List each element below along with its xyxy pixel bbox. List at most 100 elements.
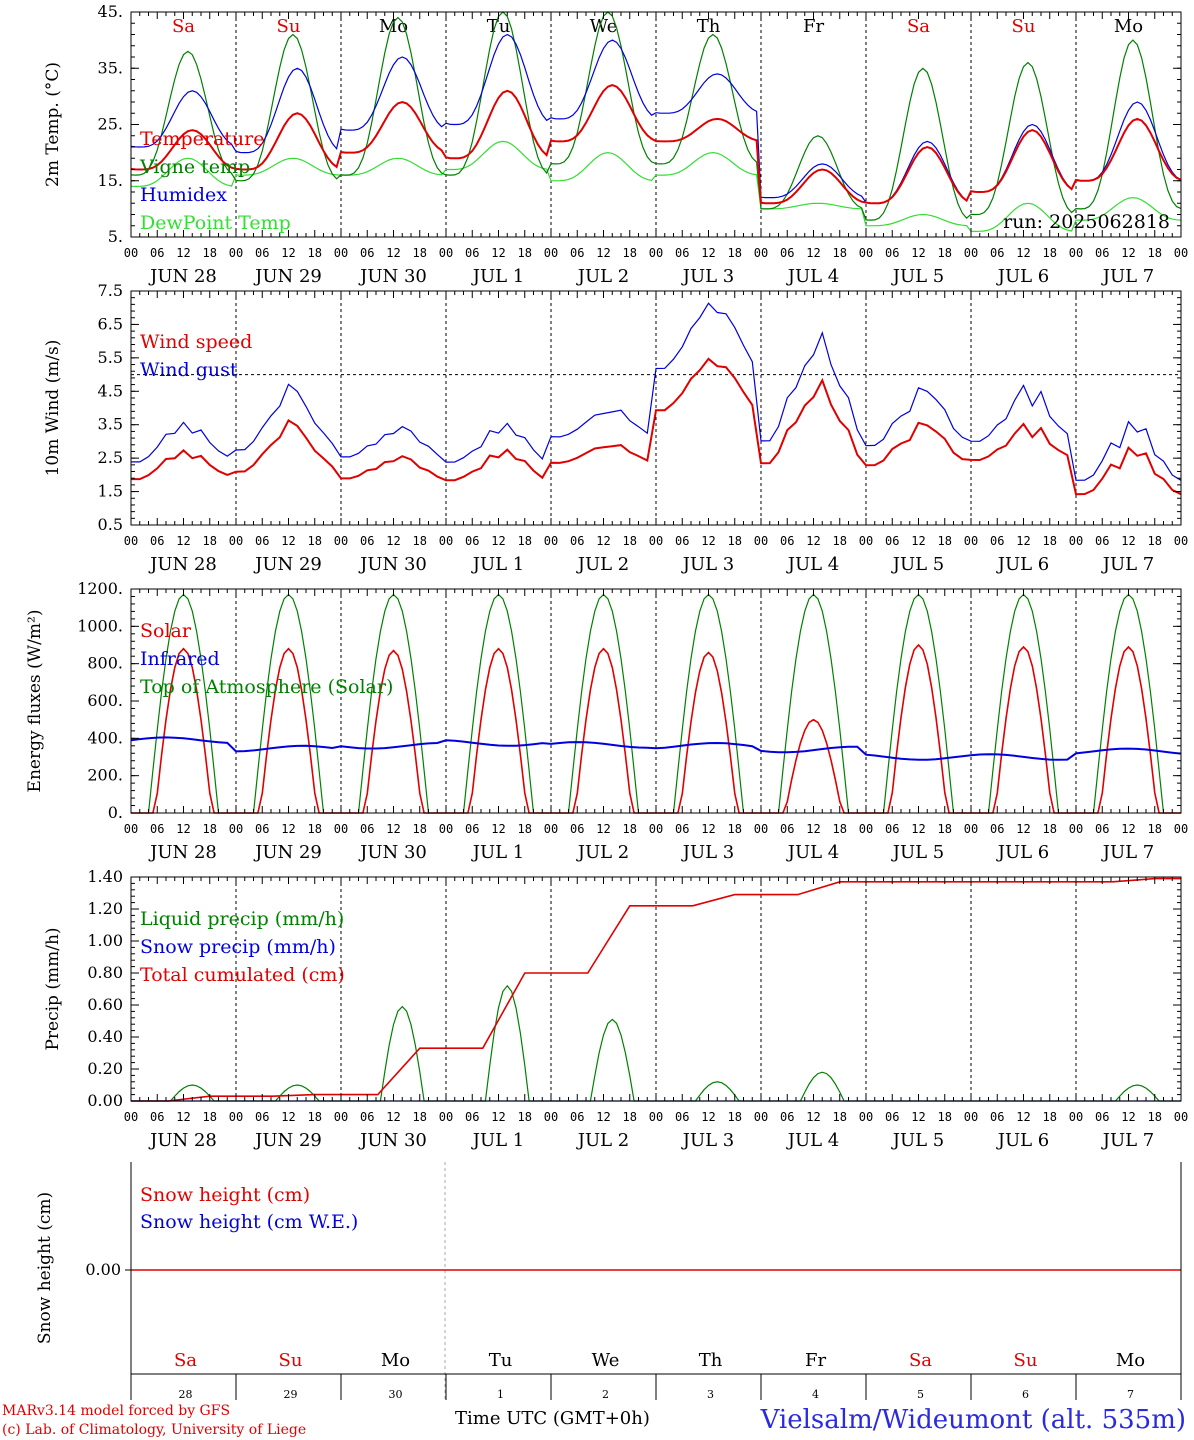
hour-tick-label: 00 <box>334 246 348 260</box>
y-tick-label: 4.5 <box>98 381 123 400</box>
y-axis-label: Snow height (cm) <box>35 1192 55 1344</box>
hour-tick-label: 06 <box>570 246 584 260</box>
day-name: We <box>592 1350 620 1371</box>
hour-tick-label: 06 <box>885 246 899 260</box>
hour-tick-label: 12 <box>596 822 610 836</box>
date-label: JUL 7 <box>1101 842 1155 863</box>
y-tick-label: 35. <box>98 58 123 77</box>
y-tick-label: 200. <box>87 766 123 785</box>
hour-tick-label: 18 <box>623 1110 637 1124</box>
day-name: Fr <box>805 1350 826 1371</box>
date-label: JUL 6 <box>996 1130 1050 1151</box>
legend-liquid: Liquid precip (mm/h) <box>140 908 344 930</box>
day-name: Th <box>697 16 721 37</box>
date-label: JUN 30 <box>358 842 427 863</box>
time-axis-label: Time UTC (GMT+0h) <box>455 1408 650 1429</box>
hour-tick-label: 06 <box>990 534 1004 548</box>
hour-tick-label: 00 <box>124 822 138 836</box>
legend-temp: Temperature <box>140 128 264 150</box>
date-label: JUL 2 <box>576 554 630 575</box>
hour-tick-label: 18 <box>623 246 637 260</box>
day-name: Mo <box>1114 16 1143 37</box>
legend-snow: Snow precip (mm/h) <box>140 936 336 958</box>
hour-tick-label: 06 <box>255 822 269 836</box>
y-tick-label: 400. <box>87 728 123 747</box>
hour-tick-label: 00 <box>1174 246 1188 260</box>
date-label: JUL 4 <box>786 266 840 287</box>
series-dewpoint <box>130 140 1182 233</box>
hour-tick-label: 00 <box>964 246 978 260</box>
hour-tick-label: 18 <box>413 822 427 836</box>
y-tick-label: 1.20 <box>87 899 123 918</box>
hour-tick-label: 00 <box>754 534 768 548</box>
y-tick-label: 0.60 <box>87 995 123 1014</box>
panel-5: 0.00 Snow height (cm) Snow height (cm) Snow… <box>35 1162 1182 1401</box>
hour-tick-label: 12 <box>386 246 400 260</box>
plot-frame <box>130 11 1182 238</box>
hour-tick-label: 06 <box>150 1110 164 1124</box>
hour-tick-label: 12 <box>701 1110 715 1124</box>
hour-tick-label: 18 <box>518 534 532 548</box>
hour-tick-label: 18 <box>623 534 637 548</box>
hour-tick-label: 06 <box>255 534 269 548</box>
hour-tick-label: 18 <box>1043 534 1057 548</box>
hour-tick-label: 18 <box>728 534 742 548</box>
y-tick-label: 0.40 <box>87 1027 123 1046</box>
day-number: 4 <box>812 1388 819 1401</box>
day-name: Mo <box>1116 1350 1145 1371</box>
date-label: JUL 3 <box>681 554 735 575</box>
hour-tick-label: 06 <box>675 534 689 548</box>
hour-tick-label: 06 <box>1095 1110 1109 1124</box>
lab-credit: (c) Lab. of Climatology, University of L… <box>2 1422 306 1438</box>
hour-tick-label: 18 <box>308 1110 322 1124</box>
hour-tick-label: 00 <box>229 246 243 260</box>
day-name: Su <box>1014 1350 1038 1371</box>
hour-tick-label: 00 <box>754 1110 768 1124</box>
hour-tick-label: 00 <box>1069 1110 1083 1124</box>
hour-tick-label: 18 <box>518 1110 532 1124</box>
hour-tick-label: 00 <box>439 246 453 260</box>
hour-tick-label: 06 <box>465 246 479 260</box>
day-name: Mo <box>381 1350 410 1371</box>
day-number: 3 <box>707 1388 714 1401</box>
legend-snow_cm: Snow height (cm) <box>140 1184 310 1206</box>
date-label: JUL 7 <box>1101 1130 1155 1151</box>
date-label: JUL 5 <box>891 842 945 863</box>
hour-tick-label: 18 <box>518 822 532 836</box>
date-label: JUN 29 <box>253 842 322 863</box>
hour-tick-label: 06 <box>675 1110 689 1124</box>
series-vigne <box>130 11 1182 221</box>
y-tick-label: 15. <box>98 171 123 190</box>
hour-tick-label: 00 <box>124 534 138 548</box>
run-annotation: run: 2025062818 <box>1003 211 1170 233</box>
hour-tick-label: 12 <box>701 534 715 548</box>
hour-tick-label: 00 <box>229 822 243 836</box>
hour-tick-label: 12 <box>1121 1110 1135 1124</box>
hour-tick-label: 06 <box>360 1110 374 1124</box>
plot-frame <box>130 588 1182 814</box>
hour-tick-label: 18 <box>413 246 427 260</box>
date-label: JUL 1 <box>471 1130 525 1151</box>
hour-tick-label: 12 <box>701 822 715 836</box>
series-wind-speed <box>131 357 1182 496</box>
hour-tick-label: 00 <box>964 822 978 836</box>
hour-tick-label: 12 <box>806 822 820 836</box>
day-name: Su <box>279 1350 303 1371</box>
hour-tick-label: 12 <box>281 246 295 260</box>
hour-tick-label: 12 <box>1121 246 1135 260</box>
hour-tick-label: 06 <box>360 822 374 836</box>
date-label: JUL 2 <box>576 1130 630 1151</box>
hour-tick-label: 12 <box>491 534 505 548</box>
y-tick-label: 5.5 <box>98 348 123 367</box>
hour-tick-label: 12 <box>806 1110 820 1124</box>
legend-humidex: Humidex <box>140 184 227 206</box>
hour-tick-label: 06 <box>780 1110 794 1124</box>
hour-tick-label: 18 <box>203 1110 217 1124</box>
hour-tick-label: 12 <box>911 822 925 836</box>
day-number: 2 <box>602 1388 609 1401</box>
day-name: Sa <box>172 16 195 37</box>
panels: Sa Su Mo Tu We Th Fr Sa Su Mo5.15.25.35.45.00 06 12… <box>25 2 1188 1401</box>
date-label: JUL 7 <box>1101 266 1155 287</box>
hour-tick-label: 18 <box>728 1110 742 1124</box>
y-tick-label: 0.5 <box>98 515 123 534</box>
